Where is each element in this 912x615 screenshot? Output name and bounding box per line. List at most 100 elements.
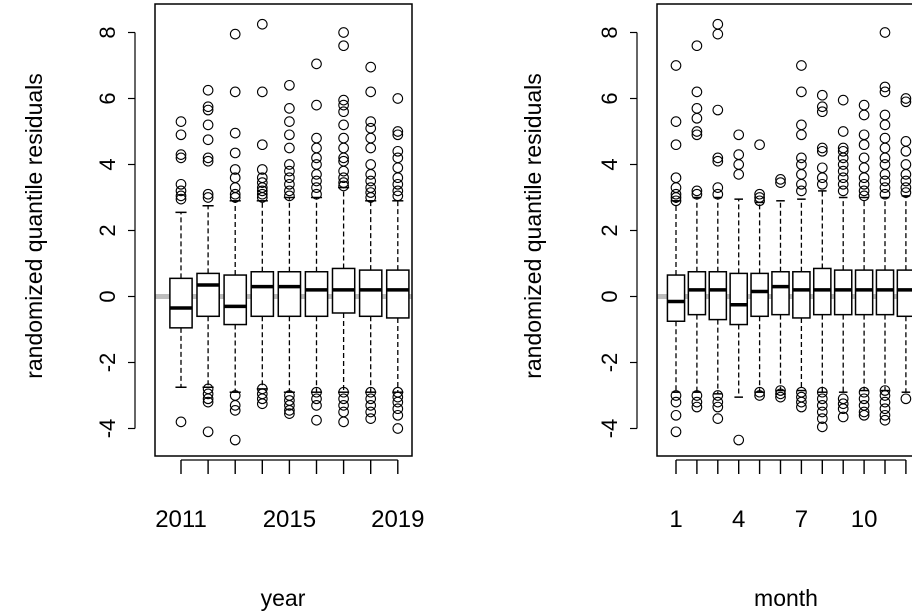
outlier-point (338, 40, 349, 52)
outlier-point (175, 193, 187, 205)
outlier-point (202, 101, 214, 113)
outlier-point (256, 139, 268, 151)
outlier-point (712, 413, 724, 424)
outlier-point (754, 390, 765, 401)
outlier-point (858, 406, 870, 418)
x-tick-label: 10 (851, 506, 878, 533)
outlier-point (691, 396, 703, 408)
x-axis-title: year (261, 585, 306, 611)
x-tick-label: 4 (732, 506, 745, 533)
outlier-point (837, 165, 849, 177)
outlier-point (900, 393, 912, 405)
outlier-point (670, 139, 682, 151)
box-2015 (277, 79, 302, 420)
outlier-point (858, 129, 870, 141)
outlier-point (879, 396, 891, 408)
outlier-point (858, 162, 870, 174)
outlier-point (202, 104, 214, 116)
outlier-point (202, 134, 214, 146)
outlier-point (175, 129, 187, 141)
outlier-point (202, 426, 214, 438)
y-tick-label: -4 (597, 419, 622, 439)
outlier-point (365, 386, 377, 398)
outlier-point (365, 406, 377, 418)
outlier-point (284, 103, 295, 114)
outlier-point (775, 177, 786, 188)
outlier-point (733, 169, 745, 180)
outlier-point (338, 393, 349, 405)
outlier-point (900, 182, 912, 193)
outlier-point (202, 119, 214, 131)
outlier-point (338, 132, 349, 144)
outlier-point (284, 129, 295, 141)
outlier-point (284, 165, 295, 177)
outlier-point (796, 396, 807, 408)
outlier-point (796, 60, 807, 71)
outlier-point (392, 126, 404, 137)
outlier-point (338, 180, 349, 192)
outlier-point (691, 126, 703, 137)
outlier-point (879, 169, 891, 180)
outlier-point (900, 96, 912, 108)
box-iqr (854, 269, 874, 316)
box-iqr (304, 271, 329, 318)
outlier-point (858, 152, 870, 164)
outlier-point (338, 119, 349, 131)
outlier-point (284, 408, 295, 420)
x-axis-title: month (754, 585, 818, 611)
box-iqr (729, 272, 749, 326)
box-6 (771, 174, 790, 403)
outlier-point (284, 159, 295, 170)
outlier-point (796, 119, 807, 131)
outlier-point (175, 185, 187, 197)
y-tick-label: 6 (597, 92, 622, 104)
box-iqr (250, 271, 275, 318)
outlier-point (229, 400, 241, 411)
outlier-point (338, 165, 349, 177)
box-iqr (169, 277, 193, 329)
outlier-point (392, 152, 404, 164)
outlier-point (879, 27, 891, 38)
outlier-point (202, 393, 214, 405)
y-axis-title: randomized quantile residuals (520, 73, 546, 379)
outlier-point (691, 390, 703, 401)
outlier-point (256, 185, 268, 197)
outlier-point (712, 155, 724, 167)
outlier-point (858, 139, 870, 151)
outlier-point (670, 426, 682, 438)
box-3 (708, 18, 728, 424)
outlier-point (392, 396, 404, 408)
outlier-point (175, 149, 187, 160)
box-2 (687, 40, 707, 413)
outlier-point (311, 386, 322, 398)
outlier-point (284, 185, 295, 197)
outlier-point (816, 142, 828, 154)
outlier-point (175, 178, 187, 190)
outlier-point (338, 177, 349, 188)
outlier-point (229, 147, 241, 159)
outlier-point (256, 192, 268, 203)
outlier-point (175, 152, 187, 164)
box-11 (875, 27, 895, 426)
outlier-point (837, 145, 849, 157)
outlier-point (879, 175, 891, 187)
outlier-point (311, 58, 322, 70)
outlier-point (284, 172, 295, 184)
outlier-point (879, 81, 891, 93)
outlier-point (311, 159, 322, 170)
outlier-point (365, 86, 377, 98)
outlier-point (256, 164, 268, 175)
outlier-point (229, 192, 241, 203)
box-iqr (792, 271, 811, 319)
outlier-point (392, 423, 404, 434)
outlier-point (879, 182, 891, 193)
box-8 (812, 89, 832, 433)
outlier-point (816, 393, 828, 405)
outlier-point (256, 393, 268, 405)
outlier-point (733, 149, 745, 160)
y-tick-label: 6 (95, 92, 120, 104)
box-iqr (196, 272, 220, 318)
outlier-point (712, 182, 724, 193)
outlier-point (284, 116, 295, 127)
